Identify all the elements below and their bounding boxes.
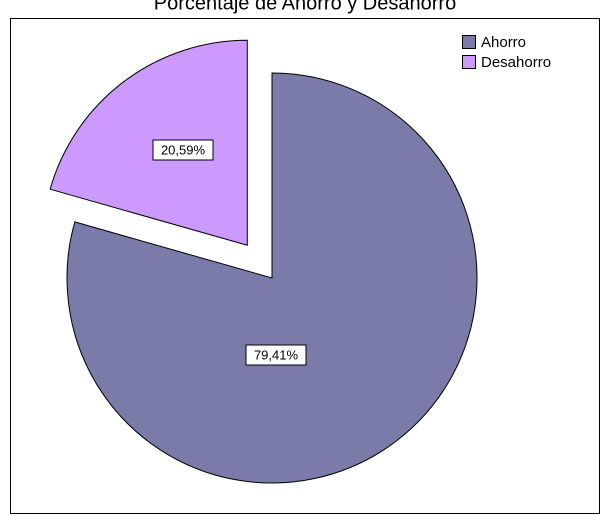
legend-swatch — [462, 35, 476, 49]
chart-title: Porcentaje de Ahorro y Desahorro — [154, 0, 456, 14]
data-label: 20,59% — [161, 142, 206, 157]
data-label-box — [152, 139, 214, 161]
pie-slice — [66, 72, 478, 484]
pie-slice — [49, 39, 248, 246]
legend-label: Ahorro — [481, 34, 526, 51]
data-label: 79,41% — [254, 347, 299, 362]
legend-label: Desahorro — [481, 54, 551, 71]
data-label-box — [245, 344, 307, 366]
legend-swatch — [462, 55, 476, 69]
